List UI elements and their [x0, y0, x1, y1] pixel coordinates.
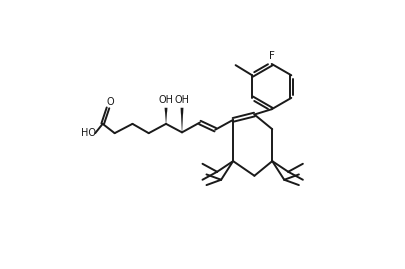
Text: F: F: [269, 51, 275, 62]
Polygon shape: [165, 108, 167, 124]
Text: O: O: [106, 97, 114, 107]
Text: OH: OH: [175, 95, 190, 105]
Polygon shape: [181, 108, 183, 132]
Text: HO: HO: [81, 128, 96, 138]
Text: OH: OH: [158, 95, 173, 105]
